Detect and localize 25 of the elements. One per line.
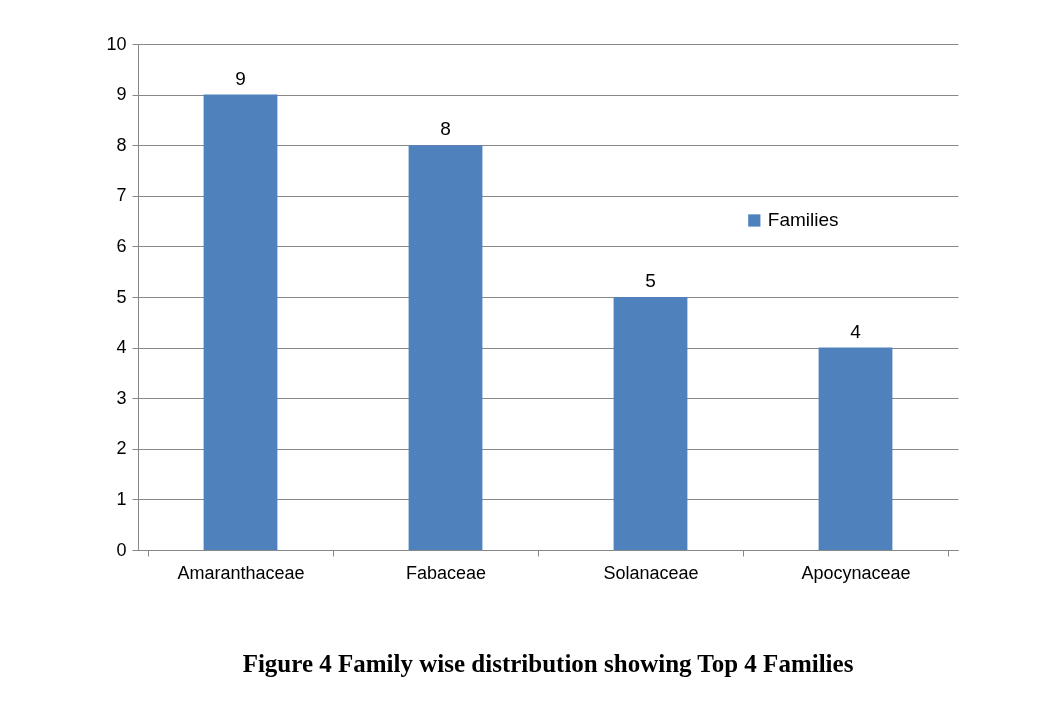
y-tick-label: 4 — [116, 337, 127, 358]
y-tick-label: 10 — [106, 33, 127, 54]
x-tick-label: Solanaceae — [603, 562, 699, 583]
y-tick-label: 0 — [116, 539, 127, 560]
data-label: 5 — [645, 270, 656, 291]
y-tick-label: 1 — [116, 488, 127, 509]
x-tick-label: Fabaceae — [405, 562, 487, 583]
x-tick-label: Apocynaceae — [801, 562, 911, 583]
bar — [818, 347, 893, 550]
data-label: 9 — [235, 67, 246, 89]
y-tick-label: 9 — [116, 84, 127, 105]
y-tick-label: 3 — [116, 387, 127, 408]
y-tick-label: 2 — [116, 438, 127, 459]
y-tick-label: 6 — [116, 235, 127, 256]
y-tick-label: 7 — [116, 185, 127, 206]
y-tick-label: 8 — [116, 134, 127, 155]
x-tick-label: Amaranthaceae — [177, 562, 305, 583]
data-label: 4 — [850, 320, 862, 342]
bar — [613, 297, 688, 550]
bar — [203, 94, 278, 550]
bar — [408, 145, 483, 550]
data-label: 8 — [440, 118, 451, 140]
text: Figure 4 Family wise distribution showing Top 4 Families — [242, 650, 854, 677]
legend-label: Families — [767, 209, 839, 231]
y-tick-label: 5 — [116, 286, 127, 307]
